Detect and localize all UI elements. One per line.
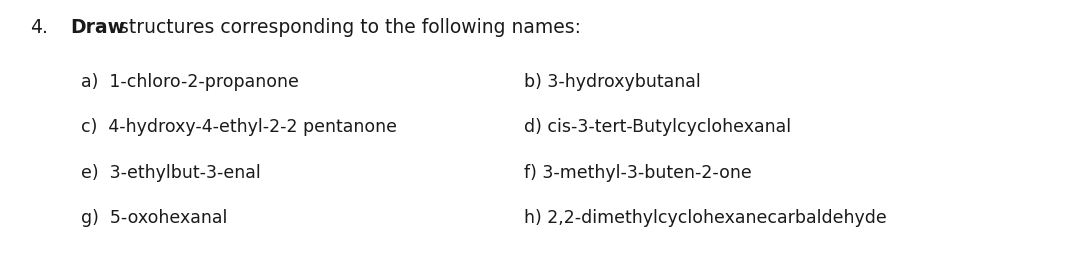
Text: c)  4-hydroxy-4-ethyl-2-2 pentanone: c) 4-hydroxy-4-ethyl-2-2 pentanone (81, 118, 397, 136)
Text: d) cis-3-tert-Butylcyclohexanal: d) cis-3-tert-Butylcyclohexanal (524, 118, 791, 136)
Text: f) 3-methyl-3-buten-2-one: f) 3-methyl-3-buten-2-one (524, 164, 752, 182)
Text: e)  3-ethylbut-3-enal: e) 3-ethylbut-3-enal (81, 164, 260, 182)
Text: Draw: Draw (70, 18, 125, 37)
Text: b) 3-hydroxybutanal: b) 3-hydroxybutanal (524, 73, 701, 91)
Text: h) 2,2-dimethylcyclohexanecarbaldehyde: h) 2,2-dimethylcyclohexanecarbaldehyde (524, 209, 887, 227)
Text: a)  1-chloro-2-propanone: a) 1-chloro-2-propanone (81, 73, 299, 91)
Text: g)  5-oxohexanal: g) 5-oxohexanal (81, 209, 228, 227)
Text: 4.: 4. (30, 18, 49, 37)
Text: structures corresponding to the following names:: structures corresponding to the followin… (113, 18, 581, 37)
